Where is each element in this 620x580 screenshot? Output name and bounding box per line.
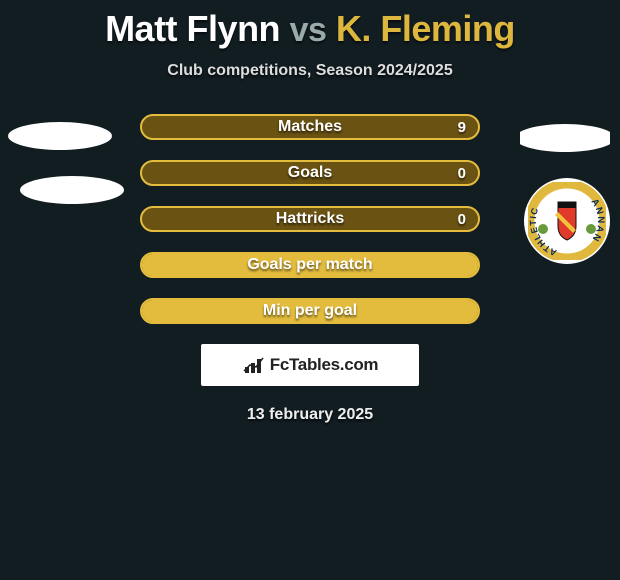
stat-bar: Goals0 xyxy=(140,160,480,186)
stat-bar: Hattricks0 xyxy=(140,206,480,232)
player1-name: Matt Flynn xyxy=(105,8,280,49)
player1-placeholder-icon xyxy=(8,122,112,150)
stat-label: Min per goal xyxy=(142,300,478,322)
vs-text: vs xyxy=(290,11,327,49)
player2-name: K. Fleming xyxy=(336,8,515,49)
brand-box: FcTables.com xyxy=(201,344,419,386)
stat-bar: Matches9 xyxy=(140,114,480,140)
stat-label: Hattricks xyxy=(142,208,478,230)
date-text: 13 february 2025 xyxy=(0,406,620,424)
player2-placeholder-icon xyxy=(520,118,610,208)
subtitle: Club competitions, Season 2024/2025 xyxy=(0,62,620,80)
stat-bar: Goals per match xyxy=(140,252,480,278)
comparison-title: Matt Flynn vs K. Fleming xyxy=(0,0,620,50)
stat-value-right: 0 xyxy=(446,208,478,230)
brand-text: FcTables.com xyxy=(270,355,379,375)
bar-chart-icon xyxy=(242,353,266,377)
stat-label: Goals xyxy=(142,162,478,184)
stat-label: Goals per match xyxy=(142,254,478,276)
stat-value-right: 9 xyxy=(446,116,478,138)
stat-bar: Min per goal xyxy=(140,298,480,324)
player1-club-placeholder-icon xyxy=(20,176,124,204)
stat-label: Matches xyxy=(142,116,478,138)
stat-value-right: 0 xyxy=(446,162,478,184)
stat-bars: Matches9Goals0Hattricks0Goals per matchM… xyxy=(140,114,480,324)
